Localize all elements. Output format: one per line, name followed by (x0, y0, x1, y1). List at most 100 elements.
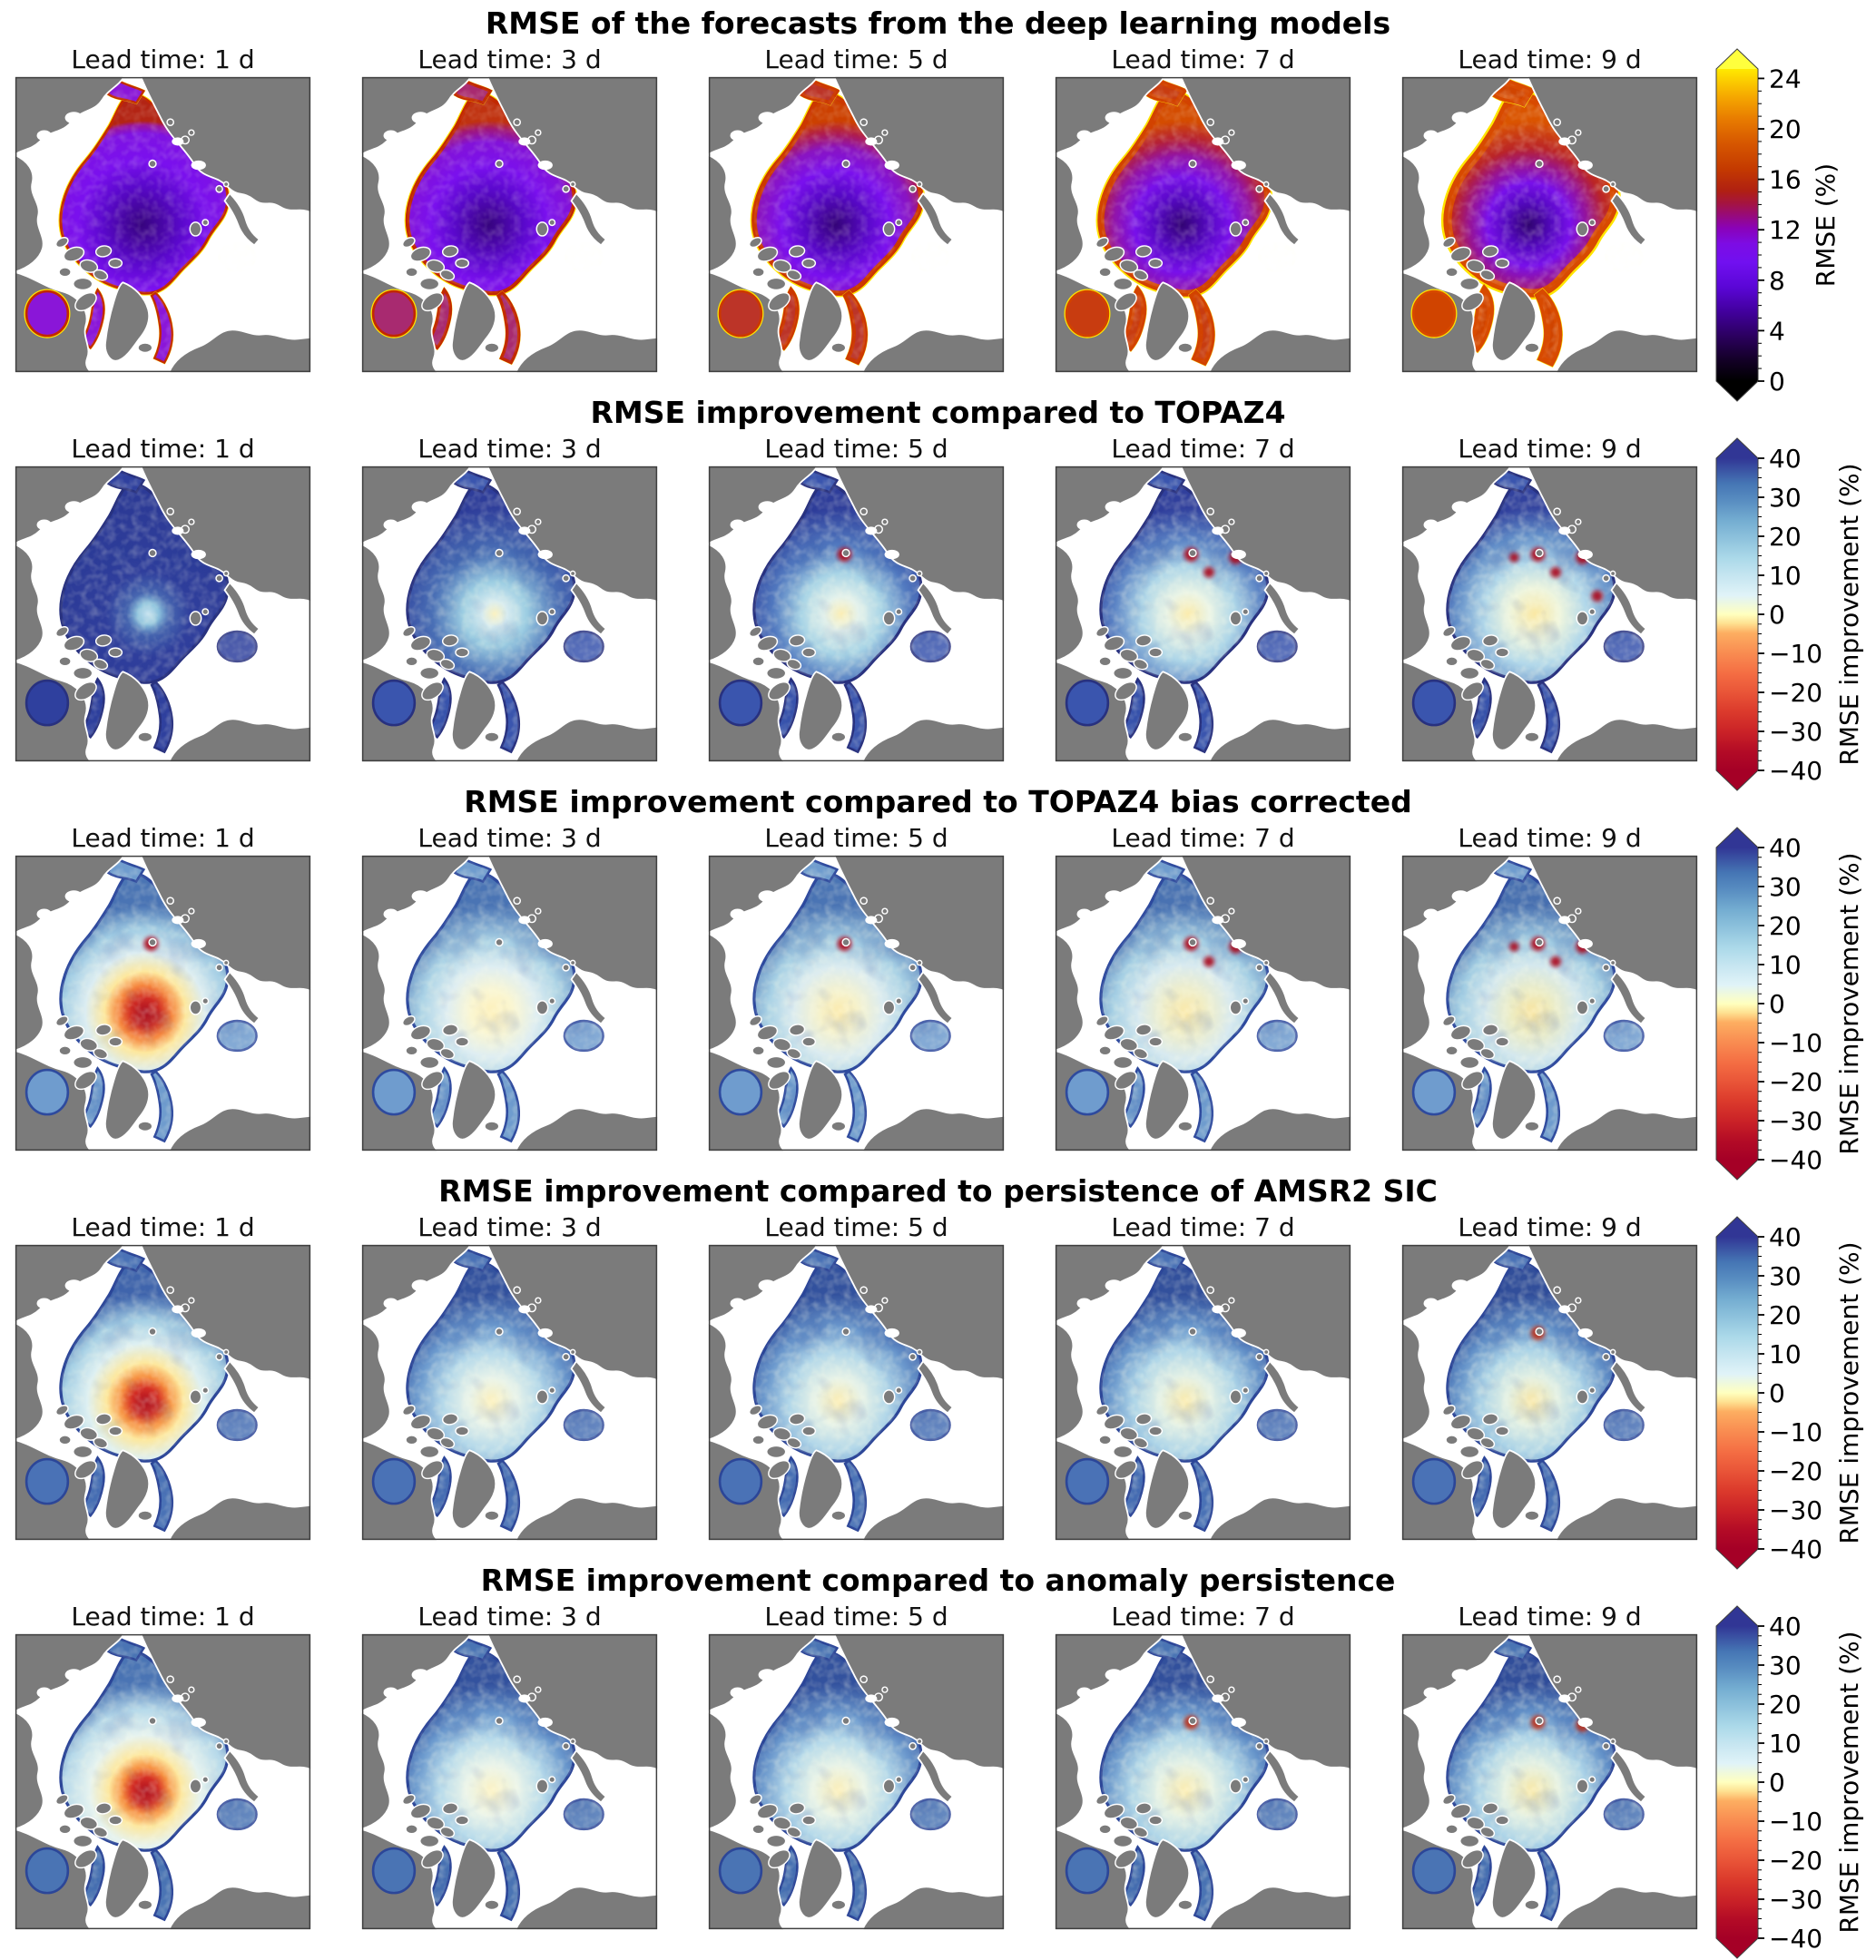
arctic-map (15, 855, 311, 1152)
row-improvement-topaz4: RMSE improvement compared to TOPAZ4 Lead… (0, 389, 1876, 791)
svg-text:0: 0 (1769, 1378, 1785, 1408)
map-panel: Lead time: 5 d (708, 44, 1005, 373)
colorbar-axis-label: RMSE improvement (%) (1834, 463, 1864, 765)
panel-title: Lead time: 3 d (417, 1602, 602, 1632)
svg-text:20: 20 (1769, 911, 1802, 941)
colorbar-improvement: 40 30 20 10 0 −10 −20 −30 −40 RMSE improvement (%… (1715, 1216, 1864, 1570)
arctic-map (708, 1244, 1005, 1541)
map-panel: Lead time: 3 d (361, 1211, 658, 1541)
panel-title: Lead time: 1 d (71, 1212, 255, 1242)
map-panel: Lead time: 3 d (361, 822, 658, 1152)
row-improvement-amsr2-persistence: RMSE improvement compared to persistence… (0, 1168, 1876, 1570)
svg-text:0: 0 (1769, 1768, 1785, 1798)
arctic-map (1055, 1633, 1351, 1930)
arctic-map (1055, 855, 1351, 1152)
arctic-map (708, 76, 1005, 373)
arctic-map (361, 76, 658, 373)
arctic-map (15, 1244, 311, 1541)
svg-text:40: 40 (1769, 1222, 1802, 1252)
panel-title: Lead time: 3 d (417, 434, 602, 464)
svg-text:30: 30 (1769, 483, 1802, 513)
arctic-map (1401, 855, 1698, 1152)
svg-text:−40: −40 (1769, 1924, 1822, 1954)
colorbar-axis-label: RMSE improvement (%) (1834, 1631, 1864, 1933)
panel-title: Lead time: 5 d (764, 1212, 948, 1242)
arctic-map (361, 1633, 658, 1930)
map-panel: Lead time: 3 d (361, 44, 658, 373)
map-panel: Lead time: 5 d (708, 1601, 1005, 1930)
panel-title: Lead time: 7 d (1111, 823, 1295, 853)
svg-text:0: 0 (1769, 367, 1785, 397)
arctic-map (708, 1633, 1005, 1930)
map-panel: Lead time: 7 d (1055, 1601, 1351, 1930)
map-panel: Lead time: 9 d (1401, 1601, 1698, 1930)
arctic-map (361, 1244, 658, 1541)
svg-text:−20: −20 (1769, 678, 1822, 708)
arctic-map (1055, 1244, 1351, 1541)
row-title: RMSE of the forecasts from the deep lear… (485, 5, 1391, 41)
svg-text:20: 20 (1769, 1690, 1802, 1720)
svg-text:20: 20 (1769, 114, 1802, 144)
svg-text:12: 12 (1769, 215, 1802, 245)
map-panel: Lead time: 5 d (708, 822, 1005, 1152)
map-panel: Lead time: 3 d (361, 1601, 658, 1930)
svg-text:−10: −10 (1769, 1807, 1822, 1837)
panel-title: Lead time: 5 d (764, 823, 948, 853)
row-improvement-anomaly-persistence: RMSE improvement compared to anomaly per… (0, 1557, 1876, 1959)
svg-text:20: 20 (1769, 522, 1802, 552)
map-panel: Lead time: 7 d (1055, 433, 1351, 762)
svg-text:−40: −40 (1769, 1145, 1822, 1175)
svg-text:−40: −40 (1769, 756, 1822, 786)
panel-title: Lead time: 3 d (417, 1212, 602, 1242)
svg-text:−10: −10 (1769, 1417, 1822, 1447)
svg-text:−10: −10 (1769, 639, 1822, 669)
arctic-map (361, 855, 658, 1152)
map-panel: Lead time: 7 d (1055, 1211, 1351, 1541)
svg-text:−40: −40 (1769, 1534, 1822, 1564)
svg-text:40: 40 (1769, 1612, 1802, 1642)
svg-text:−30: −30 (1769, 1106, 1822, 1136)
arctic-map (15, 466, 311, 762)
arctic-map (15, 1633, 311, 1930)
svg-text:−30: −30 (1769, 1495, 1822, 1525)
map-panel: Lead time: 9 d (1401, 433, 1698, 762)
arctic-map (1401, 76, 1698, 373)
map-panel: Lead time: 1 d (15, 433, 311, 762)
svg-text:40: 40 (1769, 444, 1802, 474)
panel-title: Lead time: 1 d (71, 434, 255, 464)
svg-text:10: 10 (1769, 1339, 1802, 1369)
arctic-map (708, 855, 1005, 1152)
panel-title: Lead time: 9 d (1458, 823, 1642, 853)
svg-text:−30: −30 (1769, 1885, 1822, 1915)
colorbar-improvement: 40 30 20 10 0 −10 −20 −30 −40 RMSE improvement (%… (1715, 827, 1864, 1181)
map-panel: Lead time: 1 d (15, 822, 311, 1152)
arctic-map (1055, 76, 1351, 373)
map-panel: Lead time: 5 d (708, 1211, 1005, 1541)
svg-text:10: 10 (1769, 561, 1802, 591)
svg-text:40: 40 (1769, 833, 1802, 863)
svg-text:0: 0 (1769, 989, 1785, 1019)
arctic-map (361, 466, 658, 762)
panel-title: Lead time: 5 d (764, 434, 948, 464)
svg-text:−20: −20 (1769, 1846, 1822, 1876)
colorbar-axis-label: RMSE improvement (%) (1834, 852, 1864, 1154)
panel-title: Lead time: 7 d (1111, 44, 1295, 74)
row-title: RMSE improvement compared to persistence… (438, 1173, 1438, 1209)
svg-text:−20: −20 (1769, 1456, 1822, 1486)
svg-text:8: 8 (1769, 266, 1785, 296)
panel-title: Lead time: 1 d (71, 823, 255, 853)
arctic-map (1401, 1633, 1698, 1930)
arctic-map (708, 466, 1005, 762)
panel-title: Lead time: 7 d (1111, 1212, 1295, 1242)
map-panel: Lead time: 7 d (1055, 44, 1351, 373)
svg-text:30: 30 (1769, 1651, 1802, 1681)
arctic-map (1401, 466, 1698, 762)
panel-title: Lead time: 9 d (1458, 44, 1642, 74)
colorbar-axis-label: RMSE improvement (%) (1834, 1241, 1864, 1544)
colorbar-improvement: 40 30 20 10 0 −10 −20 −30 −40 RMSE improvement (%… (1715, 1605, 1864, 1959)
row-title: RMSE improvement compared to TOPAZ4 (590, 395, 1286, 430)
row-title: RMSE improvement compared to TOPAZ4 bias… (464, 784, 1412, 819)
map-panel: Lead time: 3 d (361, 433, 658, 762)
svg-text:30: 30 (1769, 872, 1802, 902)
